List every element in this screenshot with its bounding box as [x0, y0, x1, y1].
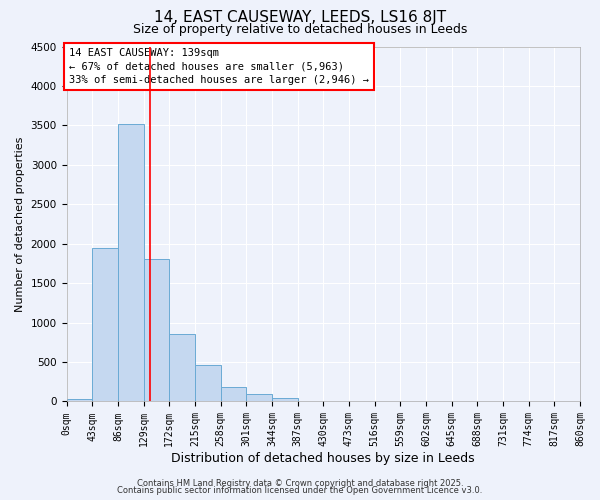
- Bar: [67, 399, 92, 402]
- Bar: [195, 365, 221, 402]
- Text: 14, EAST CAUSEWAY, LEEDS, LS16 8JT: 14, EAST CAUSEWAY, LEEDS, LS16 8JT: [154, 10, 446, 25]
- X-axis label: Distribution of detached houses by size in Leeds: Distribution of detached houses by size …: [172, 452, 475, 465]
- Bar: [246, 394, 272, 402]
- Bar: [272, 398, 298, 402]
- Bar: [92, 248, 118, 402]
- Y-axis label: Number of detached properties: Number of detached properties: [15, 136, 25, 312]
- Text: Size of property relative to detached houses in Leeds: Size of property relative to detached ho…: [133, 22, 467, 36]
- Bar: [143, 260, 169, 402]
- Text: 14 EAST CAUSEWAY: 139sqm
← 67% of detached houses are smaller (5,963)
33% of sem: 14 EAST CAUSEWAY: 139sqm ← 67% of detach…: [69, 48, 369, 84]
- Text: Contains HM Land Registry data © Crown copyright and database right 2025.: Contains HM Land Registry data © Crown c…: [137, 478, 463, 488]
- Bar: [221, 387, 246, 402]
- Bar: [118, 124, 143, 402]
- Text: Contains public sector information licensed under the Open Government Licence v3: Contains public sector information licen…: [118, 486, 482, 495]
- Bar: [169, 334, 195, 402]
